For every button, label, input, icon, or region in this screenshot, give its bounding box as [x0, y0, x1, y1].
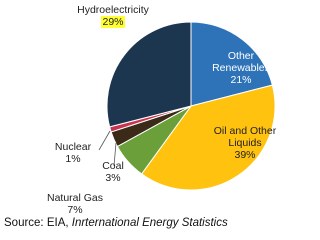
value-label-row: 39%	[200, 149, 290, 161]
value-label: 29%	[101, 16, 125, 28]
pie-slice	[106, 21, 192, 128]
value-label: 3%	[105, 172, 121, 184]
value-label: 1%	[65, 153, 81, 165]
value-label-row: 21%	[205, 74, 277, 86]
category-label: Coal	[102, 160, 124, 172]
slice-label: Oil and Other Liquids 39%	[200, 125, 290, 161]
slice-label: Other Renewables 21%	[205, 50, 277, 86]
source-text: Source: EIA,	[4, 217, 69, 229]
category-label: Other Renewables	[212, 50, 270, 74]
slice-label: Hydroelectricity 29%	[68, 4, 158, 28]
slice-label: Coal 3%	[96, 160, 130, 184]
leader-line	[113, 142, 117, 167]
pie-slice	[140, 84, 276, 191]
value-label: 21%	[230, 74, 252, 86]
category-label: Oil and Other Liquids	[213, 125, 277, 149]
category-label: Nuclear	[54, 141, 92, 153]
category-label: Natural Gas	[46, 192, 104, 204]
value-label-row: 3%	[96, 172, 130, 184]
slice-label: Nuclear 1%	[48, 141, 98, 165]
category-label: Hydroelectricity	[77, 4, 149, 16]
value-label: 39%	[234, 149, 256, 161]
value-label-row: 29%	[68, 16, 158, 28]
source: Source: EIA, Inrternational Energy Stati…	[4, 217, 228, 229]
source-title: Inrternational Energy Statistics	[71, 217, 228, 229]
value-label-row: 7%	[44, 204, 106, 216]
value-label-row: 1%	[48, 153, 98, 165]
pie-slice	[190, 21, 273, 107]
leader-line	[98, 130, 111, 151]
value-label: 7%	[67, 204, 83, 216]
slice-label: Natural Gas 7%	[44, 192, 106, 216]
